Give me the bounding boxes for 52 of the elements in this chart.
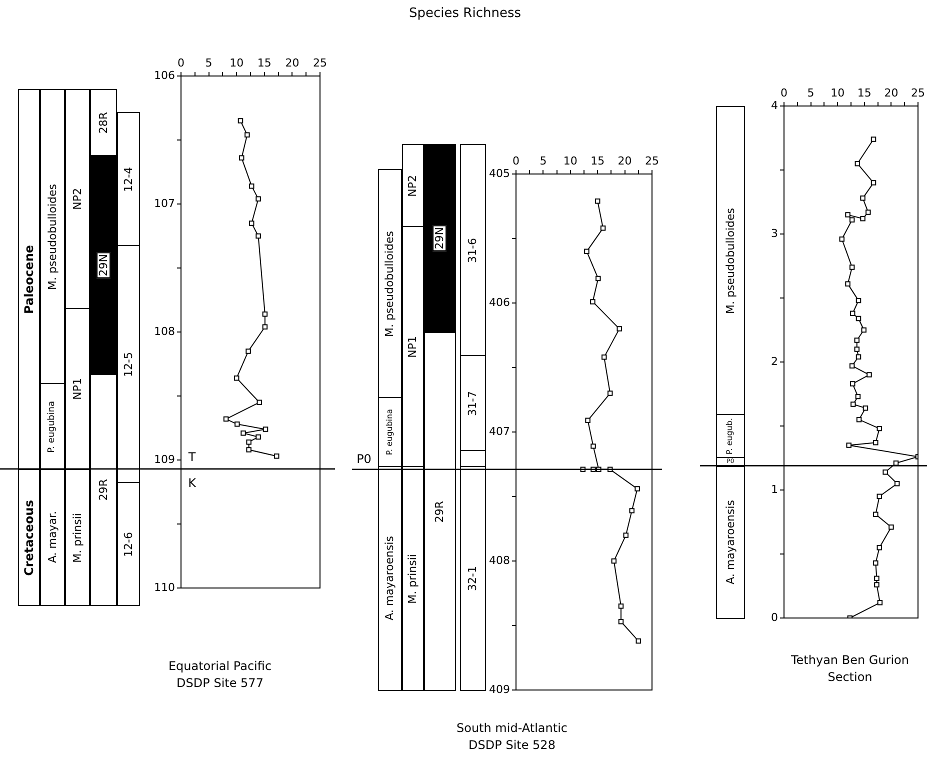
- y-tick-label: 4: [771, 98, 778, 112]
- y-tick-label: 409: [489, 682, 510, 696]
- text: Equatorial Pacific: [168, 658, 272, 675]
- x-tick-label: 25: [911, 86, 925, 100]
- x-tick-label: 15: [257, 56, 272, 70]
- annotation: K: [188, 476, 196, 490]
- x-tick-label: 20: [285, 56, 300, 70]
- stratigraphic-column: 28R 29N 29R: [90, 89, 117, 605]
- stratigraphic-column: 29N 29R: [424, 144, 456, 690]
- x-tick-label: 10: [563, 154, 578, 168]
- stratigraphic-column: 31-6 31-7 32-1: [460, 144, 486, 690]
- y-tick-label: 1: [771, 482, 778, 496]
- text: DSDP Site 577: [176, 675, 264, 692]
- stratigraphic-column: NP2 NP1 M. prinsii: [402, 144, 424, 690]
- stratigraphic-column: Paleocene Cretaceous: [18, 89, 40, 605]
- x-tick-label: 5: [540, 154, 547, 168]
- x-tick-label: 5: [205, 56, 212, 70]
- y-tick-label: 3: [771, 226, 778, 240]
- x-tick-label: 0: [178, 56, 184, 70]
- x-tick-label: 20: [618, 154, 632, 168]
- x-tick-label: 15: [590, 154, 605, 168]
- x-tick-label: 0: [512, 154, 520, 168]
- text: Tethyan Ben Gurion: [790, 652, 910, 669]
- y-tick-label: 407: [489, 424, 510, 438]
- text: South mid-Atlantic: [456, 720, 568, 737]
- y-tick-label: 106: [154, 68, 175, 82]
- x-tick-label: 10: [230, 56, 244, 70]
- x-tick-label: 10: [830, 86, 845, 100]
- x-tick-label: 5: [807, 86, 814, 100]
- y-tick-label: 109: [154, 452, 175, 466]
- y-tick-label: 108: [154, 324, 175, 338]
- stratigraphic-column: M. pseudobulloides P. eugubina A. mayar.: [40, 89, 65, 605]
- y-tick-label: 107: [154, 196, 175, 210]
- y-tick-label: 406: [489, 296, 510, 309]
- chart-title: Species Richness: [409, 6, 521, 21]
- y-tick-label: 110: [154, 580, 175, 594]
- text: DSDP Site 528: [468, 737, 556, 754]
- y-tick-label: 2: [771, 354, 778, 368]
- stratigraphic-column: M. pseudobulloides P. eugubina A. mayaroensis: [378, 169, 402, 690]
- x-tick-label: 25: [313, 56, 327, 70]
- text: Section: [828, 669, 872, 686]
- y-tick-label: 405: [489, 166, 510, 180]
- x-tick-label: 15: [857, 86, 872, 100]
- stratigraphic-column: NP2 NP1 M. prinsii: [65, 89, 90, 605]
- y-tick-label: 0: [771, 610, 778, 624]
- x-tick-label: 20: [884, 86, 898, 100]
- x-tick-label: 0: [780, 86, 788, 100]
- annotation: T: [188, 450, 196, 464]
- stratigraphic-column: 12-4 12-5 12-6: [117, 112, 140, 605]
- x-tick-label: 25: [645, 154, 659, 168]
- y-tick-label: 408: [489, 554, 510, 567]
- text: P0: [356, 452, 372, 466]
